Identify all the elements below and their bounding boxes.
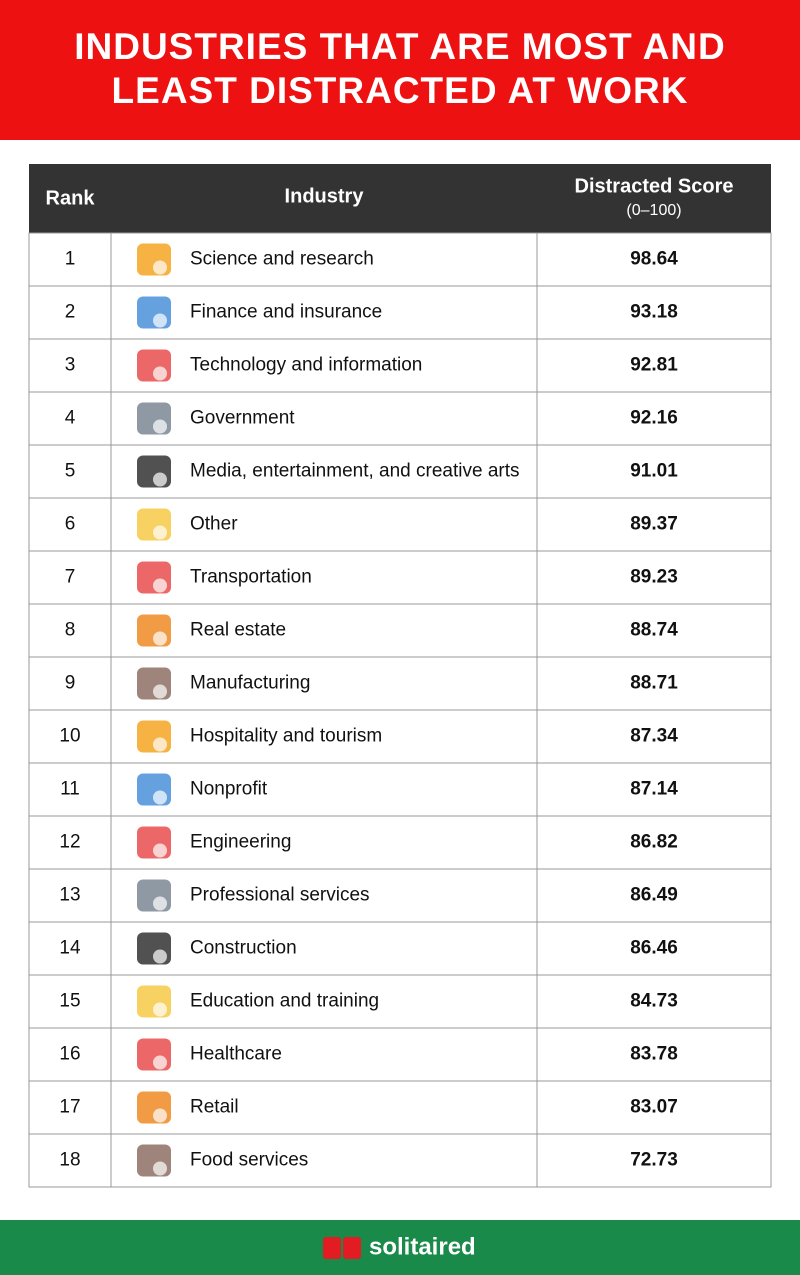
column-note: (0–100)	[626, 202, 681, 219]
industry: Manufacturing	[190, 673, 310, 694]
industry: Government	[190, 408, 295, 429]
score: 87.14	[630, 779, 678, 800]
score: 84.73	[630, 991, 678, 1012]
industry: Food services	[190, 1150, 308, 1171]
logo-card	[343, 1237, 361, 1259]
score: 89.23	[630, 567, 678, 588]
table-body: 1 Science and research 98.64 2 Finance and i…	[28, 232, 772, 1188]
score: 91.01	[630, 461, 678, 482]
table-header	[29, 164, 771, 233]
industry-icon-detail	[153, 631, 167, 646]
industry: Transportation	[190, 567, 312, 588]
rank: 11	[60, 779, 80, 800]
score: 92.16	[630, 408, 678, 429]
rank: 7	[65, 567, 76, 588]
score: 86.49	[630, 885, 678, 906]
industry: Retail	[190, 1097, 239, 1118]
footer-band	[0, 1220, 800, 1275]
industry-icon-detail	[153, 1108, 167, 1123]
industry-icon-detail	[153, 684, 167, 699]
score: 88.74	[630, 620, 678, 641]
rank: 1	[65, 249, 76, 270]
score: 72.73	[630, 1150, 678, 1171]
industry-icon-detail	[153, 525, 167, 540]
industry: Media, entertainment, and creative arts	[190, 461, 520, 482]
rank: 8	[65, 620, 76, 641]
score: 86.46	[630, 938, 678, 959]
score: 92.81	[630, 355, 678, 376]
rank: 18	[59, 1150, 80, 1171]
score: 93.18	[630, 302, 678, 323]
industry-icon-detail	[153, 1161, 167, 1176]
score: 87.34	[630, 726, 678, 747]
industry: Professional services	[190, 885, 370, 906]
header-band	[0, 0, 800, 140]
industry-icon-detail	[153, 790, 167, 805]
industry: Real estate	[190, 620, 286, 641]
industry: Construction	[190, 938, 297, 959]
rank: 10	[59, 726, 80, 747]
industry: Science and research	[190, 249, 374, 270]
brand: solitaired	[369, 1233, 476, 1260]
industry: Technology and information	[190, 355, 422, 376]
rank: 13	[59, 885, 80, 906]
rank: 14	[59, 938, 81, 959]
score: 88.71	[630, 673, 678, 694]
rank: 12	[59, 832, 80, 853]
industry: Education and training	[190, 991, 379, 1012]
rank: 2	[65, 302, 76, 323]
industry-icon-detail	[153, 843, 167, 858]
score: 98.64	[630, 249, 678, 270]
rank: 16	[59, 1044, 80, 1065]
industry-icon-detail	[153, 366, 167, 381]
industry: Finance and insurance	[190, 302, 382, 323]
industry-icon-detail	[153, 737, 167, 752]
industry-icon-detail	[153, 1055, 167, 1070]
industry-icon-detail	[153, 472, 167, 487]
industry: Hospitality and tourism	[190, 726, 382, 747]
industry: Engineering	[190, 832, 291, 853]
industry: Healthcare	[190, 1044, 282, 1065]
column-header: Rank	[46, 187, 96, 209]
industry: Other	[190, 514, 238, 535]
column-header: Industry	[285, 185, 365, 207]
rank: 5	[65, 461, 76, 482]
rank: 6	[65, 514, 76, 535]
rank: 17	[59, 1097, 80, 1118]
score: 83.07	[630, 1097, 678, 1118]
rank: 9	[65, 673, 76, 694]
title-line: LEAST DISTRACTED AT WORK	[112, 70, 689, 111]
industry-icon-detail	[153, 313, 167, 328]
rank: 4	[65, 408, 76, 429]
score: 83.78	[630, 1044, 678, 1065]
industry-icon-detail	[153, 578, 167, 593]
industry-icon-detail	[153, 949, 167, 964]
logo-card	[323, 1237, 341, 1259]
score: 86.82	[630, 832, 678, 853]
title-line: INDUSTRIES THAT ARE MOST AND	[74, 26, 726, 67]
rank: 15	[59, 991, 80, 1012]
rank: 3	[65, 355, 76, 376]
industry-icon-detail	[153, 1002, 167, 1017]
industry: Nonprofit	[190, 779, 268, 800]
score: 89.37	[630, 514, 678, 535]
column-header: Distracted Score	[575, 175, 734, 197]
industry-icon-detail	[153, 419, 167, 434]
industry-icon-detail	[153, 260, 167, 275]
industry-icon-detail	[153, 896, 167, 911]
